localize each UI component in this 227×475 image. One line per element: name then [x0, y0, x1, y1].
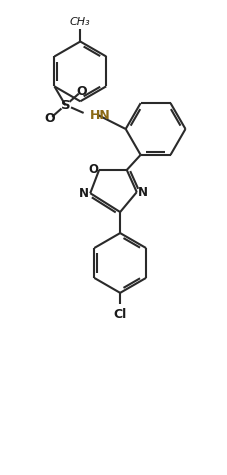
Text: S: S [61, 99, 70, 112]
Text: O: O [89, 163, 99, 176]
Text: O: O [76, 85, 87, 98]
Text: N: N [79, 187, 89, 200]
Text: CH₃: CH₃ [70, 17, 91, 27]
Text: O: O [44, 113, 55, 125]
Text: HN: HN [90, 109, 111, 122]
Text: Cl: Cl [114, 308, 127, 322]
Text: N: N [138, 186, 148, 199]
